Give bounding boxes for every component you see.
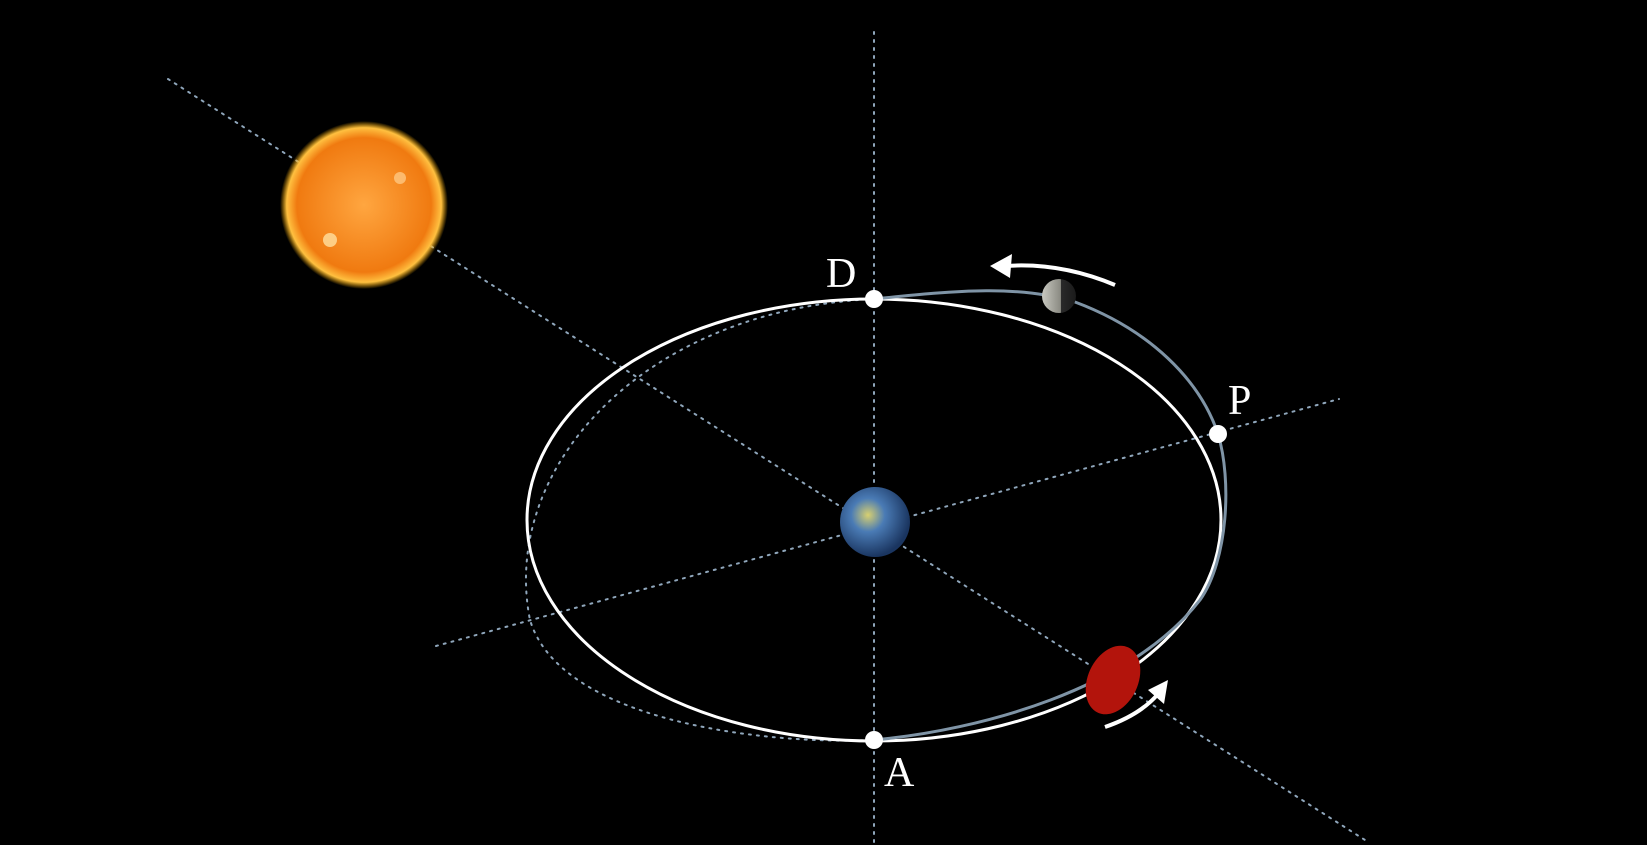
orbit-diagram: D P A <box>0 0 1647 845</box>
point-p <box>1209 425 1227 443</box>
point-label: A <box>884 750 915 796</box>
point-a <box>865 731 883 749</box>
background <box>0 0 1647 845</box>
moon <box>1042 279 1076 313</box>
sun-spot <box>394 172 406 184</box>
point-label: D <box>826 251 856 297</box>
earth <box>840 487 910 557</box>
sun-spot <box>323 233 337 247</box>
sun <box>280 121 448 289</box>
point-d <box>865 290 883 308</box>
point-label: P <box>1228 378 1251 424</box>
